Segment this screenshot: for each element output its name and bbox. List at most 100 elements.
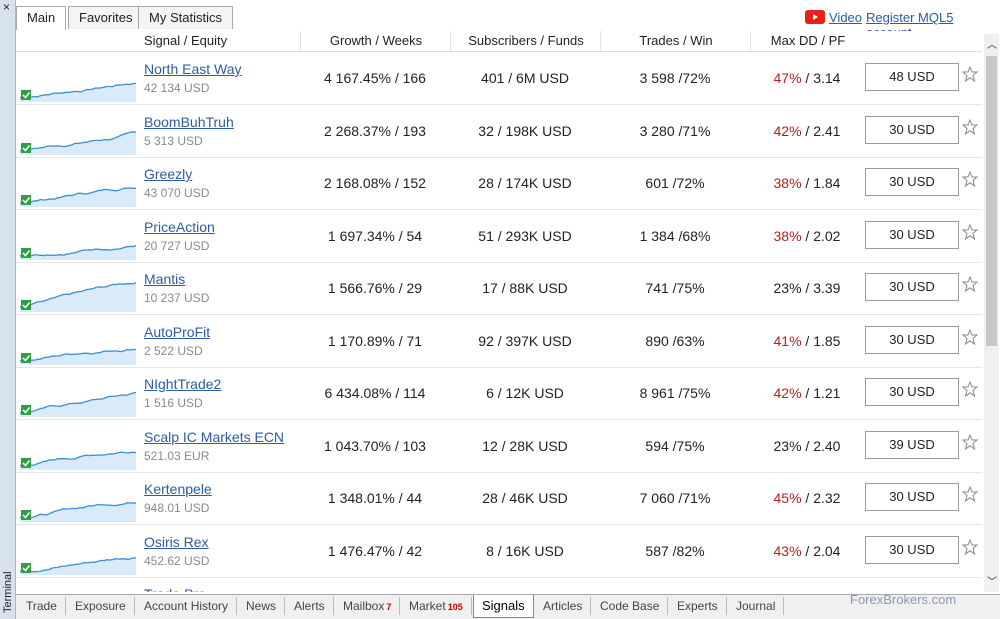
star-icon[interactable] [961, 118, 979, 135]
star-icon[interactable] [961, 65, 979, 83]
max-dd: 43% [773, 542, 802, 559]
bottom-tab[interactable]: Account History [136, 597, 238, 615]
bottom-tab[interactable]: Exposure [67, 597, 135, 615]
tab-label[interactable]: News [246, 599, 277, 613]
video-link[interactable]: Video [829, 10, 863, 25]
tab-label[interactable]: Experts [677, 599, 718, 613]
growth-weeks: 1 697.34% / 54 [327, 227, 423, 244]
scroll-thumb[interactable] [986, 56, 997, 346]
subscribe-button[interactable]: 30 USD [865, 273, 959, 301]
bottom-tab[interactable]: Signals [473, 595, 534, 618]
profit-factor: / 3.14 [801, 70, 841, 86]
dd-pf: 43% / 2.04 [750, 543, 864, 559]
tab-label[interactable]: Exposure [75, 599, 126, 613]
favorite-star[interactable] [961, 380, 979, 400]
equity-thumbnail[interactable] [20, 369, 136, 417]
bottom-tab[interactable]: Market 105 [401, 597, 472, 615]
trades-win: 890 /63% [645, 332, 705, 349]
tab-label[interactable]: Code Base [600, 599, 660, 613]
subscribe-button[interactable]: 30 USD [865, 168, 959, 196]
bottom-tab[interactable]: Journal [728, 597, 785, 615]
signal-row: Greezly 43 070 USD 2 168.08% / 152 28 / 174… [16, 157, 982, 210]
star-icon[interactable] [961, 433, 979, 450]
equity-thumbnail[interactable] [20, 54, 136, 102]
profit-factor: / 2.32 [801, 490, 841, 506]
subscribe-button[interactable]: 39 USD [865, 430, 959, 459]
subscribe-button[interactable]: 30 USD [865, 378, 959, 406]
subscribe-button[interactable]: 30 USD [865, 535, 959, 564]
equity-thumbnail[interactable] [20, 422, 136, 470]
equity-thumbnail[interactable] [20, 159, 136, 207]
scroll-down[interactable]: ﹀ [987, 577, 997, 588]
tab-label[interactable]: Account History [144, 599, 229, 613]
signal-name[interactable]: Trade Pro [144, 586, 206, 592]
equity-thumbnail[interactable] [20, 107, 136, 155]
signal-name[interactable]: Greezly [144, 166, 193, 182]
signal-name[interactable]: Osiris Rex [144, 533, 209, 550]
bottom-tab[interactable]: Experts [669, 597, 727, 615]
signal-name[interactable]: AutoProFit [144, 323, 211, 340]
equity-thumbnail[interactable] [20, 579, 136, 592]
signal-name[interactable]: NIghtTrade2 [144, 376, 222, 392]
equity-thumbnail[interactable] [20, 264, 136, 312]
favorite-star[interactable] [961, 433, 979, 453]
close-icon[interactable]: × [3, 0, 11, 14]
video-icon[interactable] [805, 10, 825, 24]
equity-thumbnail[interactable] [20, 317, 136, 365]
max-dd: 23% [773, 437, 802, 454]
dd-pf: 42% / 2.41 [750, 123, 864, 139]
tab-label[interactable]: Market [409, 599, 446, 613]
star-icon[interactable] [961, 538, 979, 555]
tab-badge: 7 [386, 602, 392, 612]
signal-name[interactable]: Mantis [144, 271, 186, 287]
bottom-tab[interactable]: News [238, 597, 286, 615]
favorite-star[interactable] [961, 170, 979, 190]
scroll-up[interactable]: ︿ [987, 40, 997, 51]
top-tab[interactable]: My Statistics [138, 6, 233, 29]
favorite-star[interactable] [961, 328, 979, 348]
star-icon[interactable] [961, 380, 979, 398]
star-icon[interactable] [961, 223, 979, 240]
top-tab[interactable]: Main [16, 6, 67, 30]
tab-label[interactable]: Mailbox [343, 599, 385, 613]
top-tab[interactable]: Favorites [68, 6, 144, 29]
subscribe-button[interactable]: 30 USD [865, 325, 959, 354]
subscribers-funds: 8 / 16K USD [486, 542, 564, 559]
tab-badge: 105 [447, 602, 463, 612]
bottom-tab[interactable]: Articles [535, 597, 592, 615]
bottom-tab[interactable]: Alerts [286, 597, 334, 615]
star-icon[interactable] [961, 485, 979, 503]
subscribe-button[interactable]: 48 USD [865, 63, 959, 91]
signal-name[interactable]: Kertenpele [144, 481, 212, 497]
signal-name[interactable]: BoomBuhTruh [144, 113, 234, 130]
subscribe-button[interactable]: 30 USD [865, 115, 959, 144]
favorite-star[interactable] [961, 538, 979, 558]
equity-thumbnail[interactable] [20, 474, 136, 522]
equity-thumbnail[interactable] [20, 212, 136, 260]
bottom-tab[interactable]: Code Base [592, 597, 669, 615]
subscribe-button[interactable]: 30 USD [865, 483, 959, 511]
tab-label[interactable]: Journal [736, 599, 776, 613]
favorite-star[interactable] [961, 65, 979, 85]
signal-name[interactable]: PriceAction [144, 218, 215, 235]
thumbnail-part [20, 451, 136, 470]
star-icon[interactable] [961, 275, 979, 293]
subscribe-button[interactable]: 30 USD [865, 220, 959, 249]
bottom-tab[interactable]: Mailbox 7 [335, 597, 401, 615]
favorite-star[interactable] [961, 223, 979, 243]
favorite-star[interactable] [961, 118, 979, 138]
signal-name[interactable]: Scalp IC Markets ECN [144, 428, 285, 445]
tab-label[interactable]: Alerts [294, 599, 325, 613]
tab-label[interactable]: Articles [543, 599, 583, 613]
star-icon[interactable] [961, 328, 979, 345]
favorite-star[interactable] [961, 485, 979, 505]
tab-label[interactable]: Trade [26, 599, 57, 613]
scrollbar[interactable]: ︿ ﹀ [984, 34, 999, 592]
star-icon[interactable] [961, 170, 979, 188]
favorite-star[interactable] [961, 275, 979, 295]
bottom-tab[interactable]: Trade [18, 597, 66, 615]
equity-thumbnail[interactable] [20, 527, 136, 575]
signal-name[interactable]: North East Way [144, 61, 242, 77]
tab-label[interactable]: Signals [482, 598, 525, 613]
